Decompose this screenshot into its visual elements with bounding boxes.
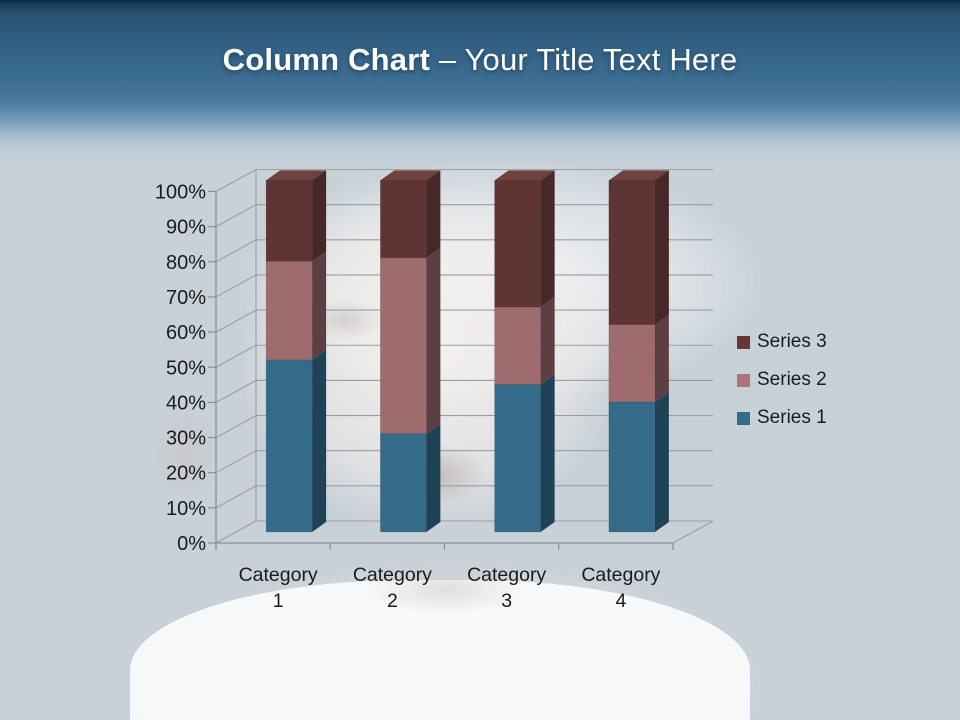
gridline-depth-connector [215,309,257,333]
gridline-depth-connector [215,239,257,263]
gridline-depth-connector [215,485,257,509]
segment-side-series-3 [426,170,441,258]
segment-front-series-1 [380,433,427,533]
gridline-depth-connector [215,344,257,368]
segment-side-series-3 [540,170,555,308]
segment-top-series-3 [379,170,442,181]
segment-front-series-2 [265,261,313,361]
y-axis-label: 30% [166,428,206,450]
segment-front-series-2 [380,257,427,434]
legend-item-series-1: Series 1 [737,408,827,428]
column-category-4 [607,170,670,533]
category-label: Category 1 [239,564,318,612]
gridline-depth-connector [215,379,257,403]
segment-top-series-3 [493,170,556,181]
segment-side-series-2 [312,251,327,360]
y-axis-label: 80% [166,252,206,274]
column-category-1 [265,170,328,533]
segment-front-series-3 [608,180,656,325]
segment-top-series-3 [607,170,670,181]
segment-front-series-3 [265,180,313,262]
y-axis-label: 50% [166,357,206,379]
slide-title-bold: Column Chart [222,42,430,77]
segment-front-series-2 [608,324,656,403]
legend-swatch-icon [737,411,750,425]
y-axis-label: 20% [166,463,206,485]
segment-side-series-3 [654,170,669,325]
segment-side-series-2 [540,297,555,385]
legend-label: Series 1 [757,407,827,428]
category-label: Category 2 [353,564,432,612]
gridline-depth-connector [215,274,257,298]
category-label: Category 4 [581,564,660,612]
y-axis-label: 100% [155,182,206,204]
slide-title: Column Chart – Your Title Text Here [0,42,960,78]
gridline-depth-connector [215,450,257,474]
legend-label: Series 3 [757,331,827,352]
segment-side-series-1 [654,391,669,532]
gridline-depth-connector [215,169,257,192]
floor-right-edge [672,520,714,544]
y-axis-label: 90% [166,217,206,239]
segment-front-series-1 [494,384,541,533]
segment-front-series-1 [265,359,313,533]
chart-legend: Series 3 Series 2 Series 1 [737,332,827,446]
category-label: Category 3 [467,564,546,612]
gridline-depth-connector [215,204,257,228]
segment-top-series-3 [265,170,328,181]
y-axis-label: 0% [177,533,206,555]
segment-front-series-1 [608,401,656,533]
segment-side-series-2 [426,247,441,434]
segment-side-series-1 [426,423,441,532]
segment-front-series-2 [494,306,541,385]
legend-swatch-icon [737,335,750,349]
gridline-depth-connector [215,415,257,439]
y-axis-label: 10% [166,498,206,520]
segment-side-series-2 [654,314,669,402]
gridline-depth-connector [215,520,257,544]
legend-item-series-2: Series 2 [737,370,827,390]
segment-front-series-3 [380,180,427,259]
photo-neck [330,555,560,625]
y-axis-label: 70% [166,287,206,309]
column-category-2 [379,170,442,533]
column-category-3 [493,170,556,533]
segment-side-series-3 [312,170,327,262]
legend-item-series-3: Series 3 [737,332,827,352]
y-axis-label: 40% [166,392,206,414]
segment-front-series-3 [494,180,541,308]
slide-title-regular: – Your Title Text Here [438,42,738,77]
legend-label: Series 2 [757,369,827,390]
segment-side-series-1 [312,349,327,532]
segment-side-series-1 [540,374,555,532]
legend-swatch-icon [737,373,750,387]
y-axis-label: 60% [166,322,206,344]
